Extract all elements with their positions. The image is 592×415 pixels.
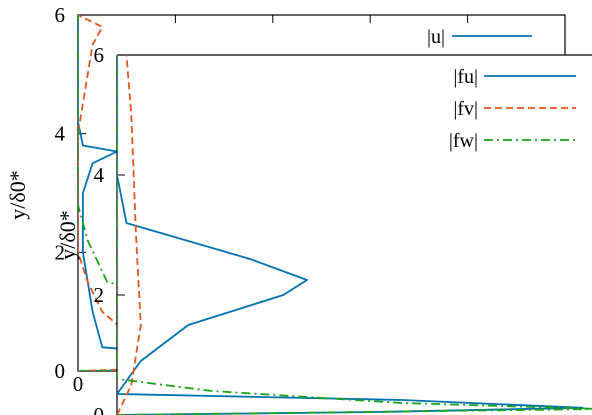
front-panel: 0 2 4 6 y/δ0* |fu| |fv| |fw|	[55, 43, 592, 415]
front-series-line-2	[117, 55, 142, 415]
front-series-line-1	[117, 55, 584, 415]
back-y-tick-label: 6	[55, 3, 66, 27]
back-y-axis-label: y/δ0*	[5, 170, 30, 219]
back-series-line-2	[78, 15, 177, 371]
front-ticks: 0 2 4 6	[94, 43, 125, 415]
front-y-tick-label: 4	[94, 163, 105, 187]
front-y-tick-label: 6	[94, 43, 105, 67]
back-y-tick-label: 2	[55, 240, 66, 264]
back-series-line-3	[78, 15, 565, 371]
back-x-tick-label: 0	[73, 372, 84, 396]
front-y-tick-label: 0	[94, 403, 105, 415]
front-legend: |fu| |fv| |fw|	[449, 66, 576, 152]
front-legend-label: |fv|	[453, 98, 478, 120]
front-y-tick-label: 2	[94, 283, 105, 307]
front-series-line-3	[117, 55, 592, 415]
front-series-group	[117, 55, 592, 415]
back-y-tick-label: 0	[55, 359, 66, 383]
front-legend-label: |fw|	[449, 130, 478, 152]
back-legend-label: |u|	[427, 26, 445, 48]
front-legend-label: |fu|	[453, 66, 478, 88]
front-y-axis-label: y/δ0*	[55, 210, 80, 259]
front-panel-background	[117, 55, 592, 415]
back-y-tick-label: 4	[55, 122, 66, 146]
